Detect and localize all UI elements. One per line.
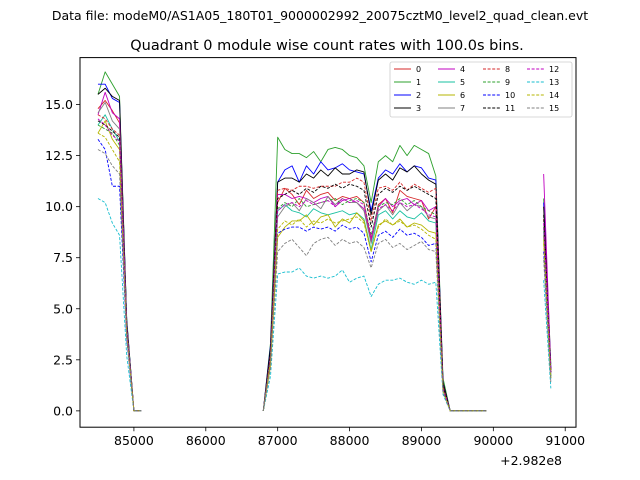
legend-label-2: 2 [416,91,421,100]
y-tick-label: 15.0 [45,97,73,112]
series-10-line-1 [262,224,487,412]
legend-label-15: 15 [549,104,559,113]
legend-label-8: 8 [505,65,510,74]
series-13-line-2 [543,280,552,389]
y-tick-label: 12.5 [45,148,73,163]
legend-label-4: 4 [460,65,465,74]
x-tick-label: 86000 [186,433,226,448]
x-tick-label: 85000 [114,433,154,448]
series-11-line-1 [262,183,487,412]
series-12-line-2 [543,222,552,375]
x-tick-label: 91000 [545,433,585,448]
series-15-line-2 [543,259,552,383]
y-tick-label: 5.0 [53,301,73,316]
y-axis: 0.0 2.5 5.0 7.5 10.0 12.5 15.0 [45,97,80,418]
legend-label-12: 12 [549,65,559,74]
series-15-line-1 [262,236,487,412]
y-tick-label: 7.5 [53,250,73,265]
series-14-line-1 [262,216,487,412]
legend-label-9: 9 [505,78,510,87]
series-15-line-0 [97,149,142,412]
x-tick-label: 89000 [402,433,442,448]
legend-label-5: 5 [460,78,465,87]
legend-label-6: 6 [460,91,465,100]
series-6-line-1 [262,212,487,412]
series-5-line-1 [262,204,487,412]
series-13-line-1 [262,267,487,412]
legend-label-7: 7 [460,104,465,113]
y-tick-label: 0.0 [53,403,73,418]
x-axis: 85000 86000 87000 88000 89000 90000 91000 [114,427,585,448]
series-13-line-0 [97,198,142,412]
y-tick-label: 2.5 [53,352,73,367]
legend-label-0: 0 [416,65,421,74]
series-14-line-0 [97,132,142,412]
plot-frame [79,57,577,428]
series-4-line-2 [543,173,552,371]
series-1-line-1 [262,136,487,412]
legend-label-13: 13 [549,78,559,87]
data-file-caption: Data file: modeM0/AS1A05_180T01_90000029… [52,8,588,23]
legend-label-14: 14 [549,91,559,100]
series-3-line-1 [262,165,487,412]
x-offset-label: +2.982e8 [500,453,562,468]
series-8-line-1 [262,177,487,412]
legend-label-11: 11 [505,104,515,113]
legend-label-1: 1 [416,78,421,87]
x-tick-label: 88000 [330,433,370,448]
series-14-line-2 [543,243,552,379]
legend-label-10: 10 [505,91,515,100]
legend-label-3: 3 [416,104,421,113]
series-7-line-1 [262,196,487,412]
x-tick-label: 87000 [258,433,298,448]
legend-frame [389,61,573,118]
chart-title: Quadrant 0 module wise count rates with … [130,38,524,54]
y-tick-label: 10.0 [45,199,73,214]
x-tick-label: 90000 [473,433,513,448]
series-layer [97,71,552,412]
